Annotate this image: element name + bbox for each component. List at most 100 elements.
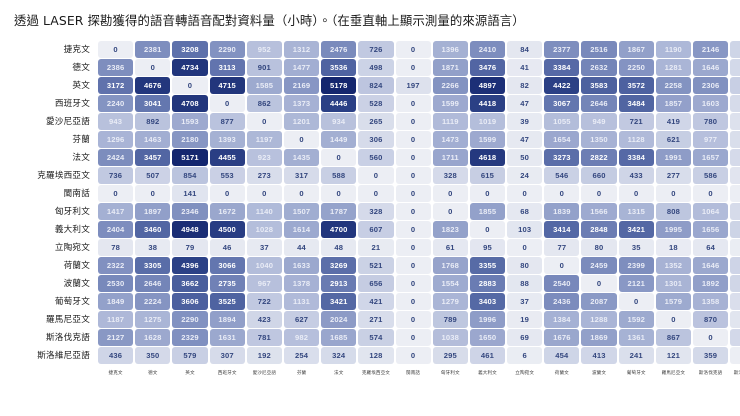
heatmap-cell: 2399 (618, 257, 654, 274)
heatmap-cell: 1839 (544, 203, 580, 220)
heatmap-cell: 1190 (655, 41, 691, 58)
heatmap-cell: 870 (693, 311, 729, 328)
heatmap-cell: 1894 (209, 311, 245, 328)
heatmap-cell: 474 (730, 221, 740, 238)
heatmap-cell: 2329 (172, 329, 208, 346)
heatmap-cell: 1296 (98, 131, 134, 148)
heatmap-cell: 1603 (693, 95, 729, 112)
heatmap-cell: 0 (135, 59, 171, 76)
heatmap-cell: 2530 (98, 275, 134, 292)
heatmap-cell: 1378 (283, 275, 320, 292)
heatmap-cell: 0 (581, 185, 617, 202)
heatmap-cell: 1585 (246, 77, 282, 94)
heatmap-cell: 4422 (544, 77, 580, 94)
column-label-16: 斯洛伐克語 (698, 371, 723, 376)
heatmap-cell: 4455 (209, 149, 245, 166)
heatmap-cell: 2883 (469, 275, 506, 292)
heatmap-cell: 660 (581, 167, 617, 184)
heatmap-cell: 324 (321, 347, 357, 364)
heatmap-cell: 627 (283, 311, 320, 328)
heatmap-cell: 1352 (655, 257, 691, 274)
heatmap-cell: 1279 (432, 293, 468, 310)
heatmap-cell: 306 (358, 131, 394, 148)
heatmap-cell: 0 (730, 347, 740, 364)
heatmap-cell: 1038 (432, 329, 468, 346)
heatmap-cell: 1593 (172, 113, 208, 130)
column-label-17: 斯洛維尼亞語 (733, 371, 740, 376)
heatmap-cell: 82 (507, 77, 543, 94)
heatmap-cell: 0 (395, 293, 431, 310)
heatmap-cell: 0 (358, 185, 394, 202)
heatmap-cell: 2540 (544, 275, 580, 292)
column-label-7: 克羅埃西亞文 (361, 371, 390, 376)
heatmap-matrix-container: 捷克文 0 2381 3208 2290 952 1312 2476 726 0 1396 2410 8… (0, 40, 740, 379)
heatmap-cell: 1676 (544, 329, 580, 346)
heatmap-row: 愛沙尼亞語 943 892 1593 877 0 1201 934 265 0 1119 1019 39… (2, 113, 740, 130)
heatmap-row: 匈牙利文 1417 1897 2346 1672 1140 1507 1787 328 0 0 185… (2, 203, 740, 220)
column-label-0: 捷克文 (108, 371, 123, 376)
heatmap-cell: 2250 (618, 59, 654, 76)
heatmap-cell: 1892 (693, 275, 729, 292)
heatmap-cell: 1507 (283, 203, 320, 220)
heatmap-cell: 0 (395, 131, 431, 148)
heatmap-cell: 0 (469, 221, 506, 238)
heatmap-cell: 307 (209, 347, 245, 364)
heatmap-cell: 4446 (321, 95, 357, 112)
heatmap-cell: 0 (469, 185, 506, 202)
heatmap-cell: 3066 (209, 257, 245, 274)
heatmap-row: 法文 2424 3457 5171 4455 923 1435 0 560 0 1711 4618 50… (2, 149, 740, 166)
column-label-15: 羅馬尼亞文 (661, 371, 686, 376)
column-label-2: 英文 (185, 371, 195, 376)
heatmap-cell: 808 (655, 203, 691, 220)
heatmap-row: 斯洛伐克語 2127 1628 2329 1631 781 982 1685 574 0 1038 1… (2, 329, 740, 346)
row-label-15: 羅馬尼亞文 (46, 314, 90, 325)
heatmap-cell: 0 (172, 77, 208, 94)
heatmap-cell: 461 (469, 347, 506, 364)
column-label-8: 閩南話 (406, 371, 421, 376)
heatmap-cell: 1358 (693, 293, 729, 310)
heatmap-cell: 4708 (172, 95, 208, 112)
heatmap-cell: 1028 (246, 221, 282, 238)
heatmap-cell: 78 (98, 239, 134, 256)
heatmap-cell: 1373 (283, 95, 320, 112)
heatmap-cell: 507 (135, 167, 171, 184)
heatmap-cell: 923 (246, 149, 282, 166)
heatmap-row: 英文 3172 4676 0 4715 1585 2169 5178 824 197 2266 489… (2, 77, 740, 94)
heatmap-cell: 2169 (283, 77, 320, 94)
heatmap-cell: 721 (618, 113, 654, 130)
heatmap-cell: 88 (507, 275, 543, 292)
heatmap-cell: 5171 (172, 149, 208, 166)
heatmap-cell: 1991 (655, 149, 691, 166)
heatmap-cell: 48 (321, 239, 357, 256)
heatmap-cell: 2266 (432, 77, 468, 94)
heatmap-cell: 877 (209, 113, 245, 130)
heatmap-cell: 1417 (98, 203, 134, 220)
heatmap-cell: 1654 (544, 131, 580, 148)
heatmap-cell: 2024 (321, 311, 357, 328)
heatmap-cell: 4396 (172, 257, 208, 274)
heatmap-cell: 458 (730, 257, 740, 274)
heatmap-cell: 47 (507, 95, 543, 112)
heatmap-cell: 2410 (469, 41, 506, 58)
heatmap-cell: 1711 (432, 149, 468, 166)
heatmap-cell: 0 (135, 185, 171, 202)
heatmap-cell: 854 (172, 167, 208, 184)
row-label-17: 斯洛維尼亞語 (37, 350, 90, 361)
row-label-10: 義大利文 (54, 224, 90, 235)
heatmap-cell: 4500 (209, 221, 245, 238)
heatmap-cell: 615 (469, 167, 506, 184)
heatmap-cell: 560 (358, 149, 394, 166)
heatmap-cell: 1823 (432, 221, 468, 238)
heatmap-cell: 0 (246, 185, 282, 202)
heatmap-cell: 0 (395, 41, 431, 58)
heatmap-cell: 1396 (432, 41, 468, 58)
column-label-1: 德文 (148, 371, 158, 376)
heatmap-cell: 2848 (581, 221, 617, 238)
column-label-11: 立陶宛文 (515, 371, 535, 376)
heatmap-cell: 3067 (544, 95, 580, 112)
heatmap-cell: 789 (432, 311, 468, 328)
heatmap-cell: 0 (395, 311, 431, 328)
heatmap-cell: 35 (618, 239, 654, 256)
heatmap-cell: 2322 (98, 257, 134, 274)
heatmap-cell: 24 (507, 167, 543, 184)
